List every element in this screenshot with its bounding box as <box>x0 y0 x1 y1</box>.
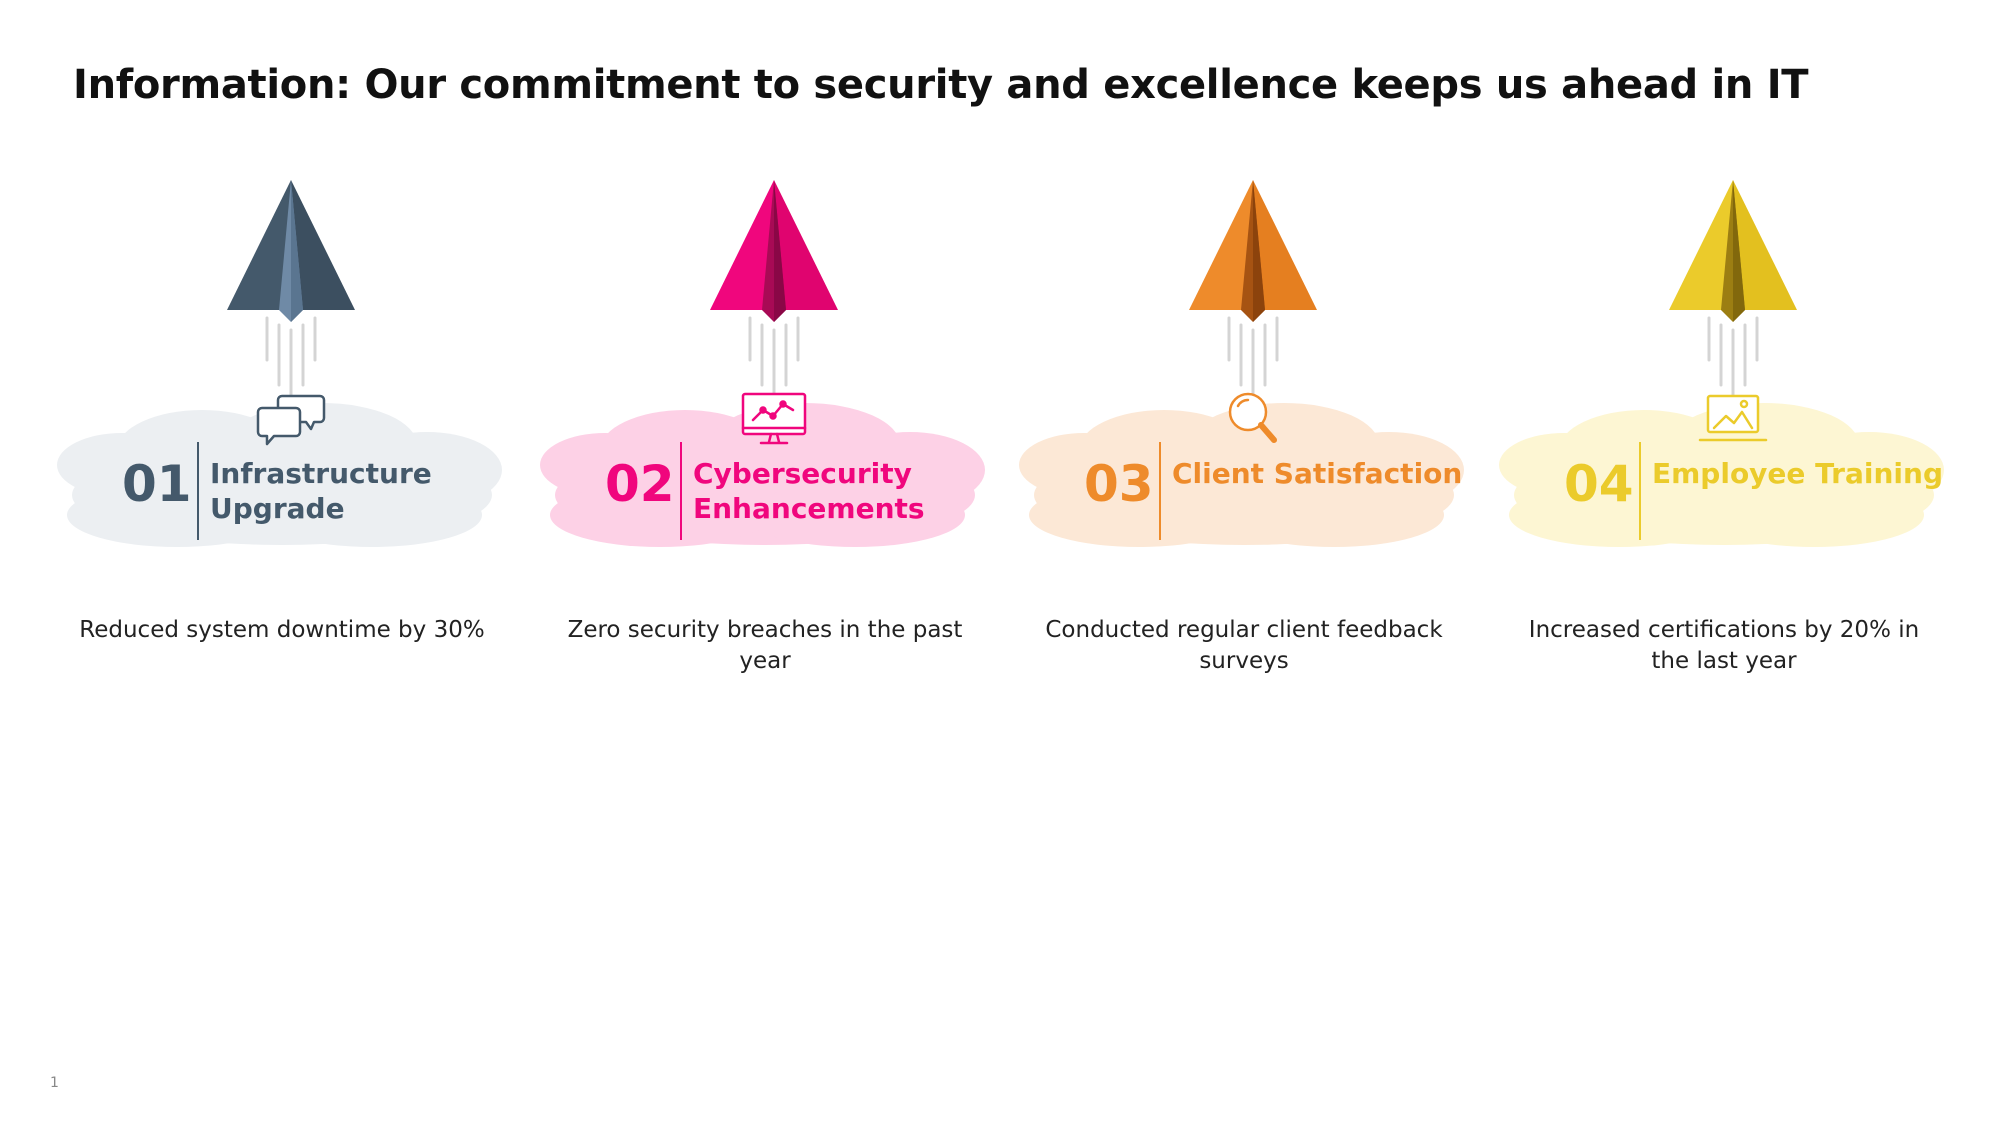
step-number: 04 <box>1564 455 1634 513</box>
step-card-1: 01 Infrastructure Upgrade Reduced system… <box>52 170 512 690</box>
page-number: 1 <box>50 1075 59 1091</box>
divider <box>1639 442 1641 540</box>
cloud-shape <box>57 403 502 547</box>
slide-title: Information: Our commitment to security … <box>73 62 1809 108</box>
cloud-shape <box>1019 403 1464 547</box>
step-description: Reduced system downtime by 30% <box>79 617 485 643</box>
paper-plane-icon <box>1189 180 1317 402</box>
divider <box>1159 442 1161 540</box>
step-title: Client Satisfaction <box>1172 457 1463 490</box>
step-title: Infrastructure Upgrade <box>210 457 432 525</box>
cloud-shape <box>540 403 985 547</box>
monitor-chart-icon <box>741 392 807 445</box>
paper-plane-icon <box>1669 180 1797 402</box>
step-title: Employee Training <box>1652 457 1943 490</box>
step-card-3: 03 Client Satisfaction Conducted regular… <box>1014 170 1474 690</box>
paper-plane-icon <box>710 180 838 402</box>
step-title: Cybersecurity Enhancements <box>693 457 925 525</box>
step-description: Conducted regular client feedback survey… <box>1045 617 1443 674</box>
magnifier-icon <box>1228 392 1277 443</box>
step-description: Zero security breaches in the past year <box>567 617 963 674</box>
image-laptop-icon <box>1698 394 1768 442</box>
divider <box>197 442 199 540</box>
divider <box>680 442 682 540</box>
step-card-2: 02 Cybersecurity Enhancements Zero secur… <box>535 170 995 690</box>
step-number: 03 <box>1084 455 1154 513</box>
step-number: 02 <box>605 455 675 513</box>
step-card-4: 04 Employee Training Increased certifica… <box>1494 170 1954 690</box>
paper-plane-icon <box>227 180 355 402</box>
step-description: Increased certifications by 20% in the l… <box>1528 617 1920 674</box>
step-number: 01 <box>122 455 192 513</box>
chat-bubbles-icon <box>256 394 326 446</box>
